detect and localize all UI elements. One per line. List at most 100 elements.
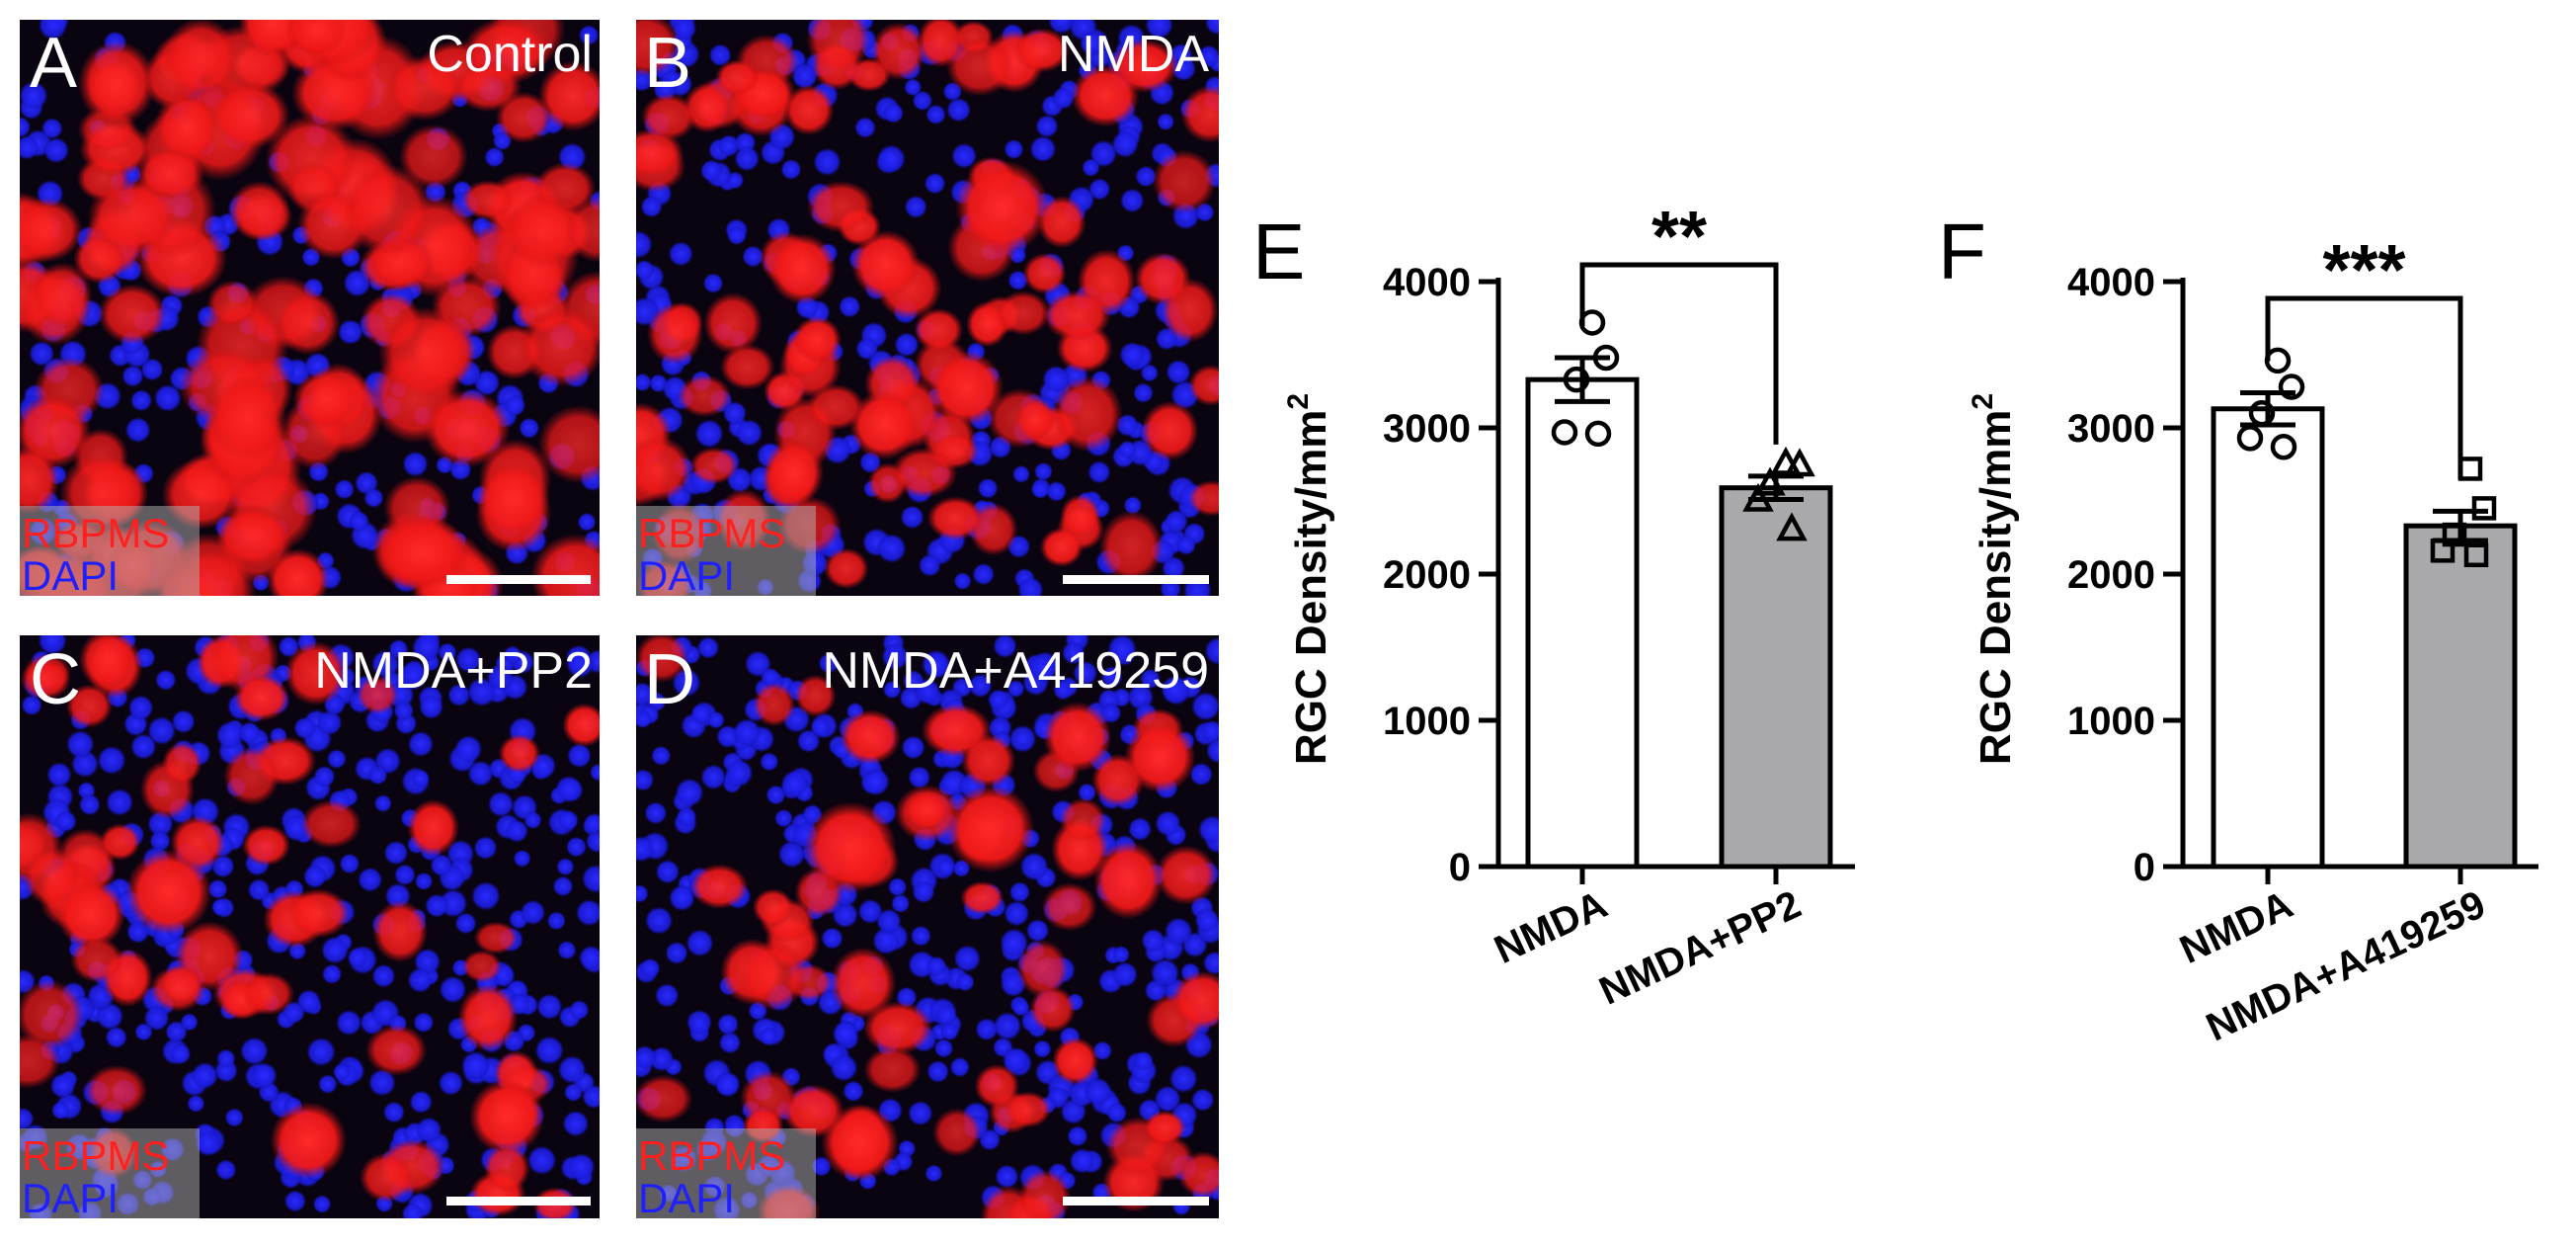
rbpms-cell	[78, 41, 156, 126]
dapi-nucleus	[38, 635, 67, 655]
rbpms-cell	[242, 972, 295, 1016]
dapi-nucleus	[1190, 1088, 1215, 1112]
rbpms-cell	[372, 900, 429, 963]
rbpms-cell	[343, 164, 433, 256]
dapi-nucleus	[583, 812, 600, 835]
dapi-nucleus	[876, 144, 907, 174]
rbpms-cell	[946, 785, 1035, 873]
dapi-nucleus	[1164, 917, 1193, 947]
dapi-nucleus	[455, 646, 482, 673]
dapi-nucleus	[349, 511, 370, 533]
dapi-nucleus	[210, 897, 230, 917]
dapi-nucleus	[1053, 680, 1074, 701]
panel-condition-c: NMDA+PP2	[314, 642, 593, 700]
dapi-nucleus	[872, 927, 901, 956]
dapi-nucleus	[409, 1090, 434, 1114]
stain-label-dapi: DAPI	[22, 552, 119, 599]
dapi-nucleus	[902, 670, 925, 693]
rbpms-cell	[821, 1104, 899, 1182]
stain-legend-box	[636, 1128, 816, 1218]
rbpms-cell	[1029, 985, 1077, 1033]
dapi-nucleus	[796, 728, 821, 753]
rbpms-cell	[228, 180, 290, 242]
dapi-nucleus	[467, 760, 494, 788]
dapi-nucleus	[1067, 1125, 1088, 1147]
data-point	[1563, 366, 1590, 393]
rbpms-cell	[365, 1024, 428, 1076]
dapi-nucleus	[685, 929, 714, 957]
bar	[2403, 523, 2518, 870]
dapi-nucleus	[526, 1145, 557, 1176]
dapi-nucleus	[1111, 961, 1139, 988]
rbpms-cell	[378, 306, 473, 401]
dapi-nucleus	[940, 1022, 959, 1041]
dapi-nucleus	[536, 993, 563, 1021]
dapi-nucleus	[358, 867, 383, 892]
rbpms-cell	[960, 880, 1005, 915]
dapi-nucleus	[332, 1062, 352, 1082]
dapi-nucleus	[651, 745, 672, 766]
rbpms-cell	[647, 302, 703, 365]
data-point	[1592, 344, 1620, 372]
dapi-nucleus	[1061, 640, 1086, 665]
dapi-nucleus	[66, 729, 95, 759]
y-tick-label: 3000	[1383, 407, 1471, 451]
dapi-nucleus	[454, 734, 483, 764]
y-tick-label: 0	[1449, 846, 1471, 889]
rbpms-cell	[1060, 494, 1100, 538]
dapi-nucleus	[987, 689, 1009, 711]
dapi-nucleus	[590, 763, 600, 782]
rbpms-cell	[1098, 510, 1164, 584]
rbpms-cell	[1180, 85, 1219, 143]
dapi-nucleus	[702, 273, 724, 293]
dapi-nucleus	[317, 1074, 338, 1094]
rbpms-cell	[537, 405, 600, 484]
rbpms-cell	[636, 20, 681, 77]
dapi-nucleus	[1008, 881, 1031, 903]
y-axis-label-superscript: 2	[1282, 393, 1315, 410]
dapi-nucleus	[371, 963, 396, 988]
dapi-nucleus	[910, 925, 931, 947]
dapi-nucleus	[121, 365, 144, 387]
rbpms-cell	[794, 674, 837, 717]
dapi-nucleus	[1204, 20, 1219, 36]
dapi-nucleus	[926, 956, 947, 976]
dapi-nucleus	[363, 487, 384, 509]
dapi-nucleus	[636, 769, 655, 791]
dapi-nucleus	[191, 1061, 219, 1090]
dapi-nucleus	[830, 1053, 858, 1082]
dapi-nucleus	[918, 553, 941, 577]
dapi-nucleus	[581, 1084, 600, 1110]
rbpms-cell	[1014, 398, 1056, 441]
dapi-nucleus	[50, 1101, 70, 1121]
dapi-nucleus	[1150, 958, 1180, 988]
dapi-nucleus	[1161, 675, 1190, 705]
dapi-nucleus	[320, 936, 350, 964]
dapi-nucleus	[644, 801, 668, 825]
rbpms-cell	[783, 84, 835, 135]
dapi-nucleus	[636, 682, 655, 707]
dapi-nucleus	[759, 1027, 778, 1046]
dapi-nucleus	[575, 898, 600, 927]
dapi-nucleus	[419, 694, 444, 720]
bar	[1719, 485, 1833, 870]
dapi-nucleus	[312, 1195, 332, 1213]
dapi-nucleus	[393, 700, 415, 721]
rbpms-cell	[398, 124, 468, 190]
rbpms-cell	[163, 20, 239, 100]
rbpms-cell	[284, 20, 348, 56]
data-point	[2471, 496, 2497, 521]
panel-letter: F	[1938, 208, 1986, 295]
dapi-nucleus	[1168, 1064, 1198, 1094]
dapi-nucleus	[557, 809, 579, 832]
rbpms-cell	[275, 291, 341, 356]
dapi-nucleus	[143, 1005, 170, 1032]
rbpms-cell	[483, 1143, 530, 1194]
rbpms-cell	[806, 20, 870, 76]
dapi-nucleus	[901, 735, 926, 760]
rbpms-cell	[357, 675, 398, 714]
dapi-nucleus	[105, 1026, 127, 1049]
rbpms-cell	[209, 81, 290, 149]
dapi-nucleus	[734, 145, 761, 172]
rbpms-cell	[903, 790, 950, 831]
